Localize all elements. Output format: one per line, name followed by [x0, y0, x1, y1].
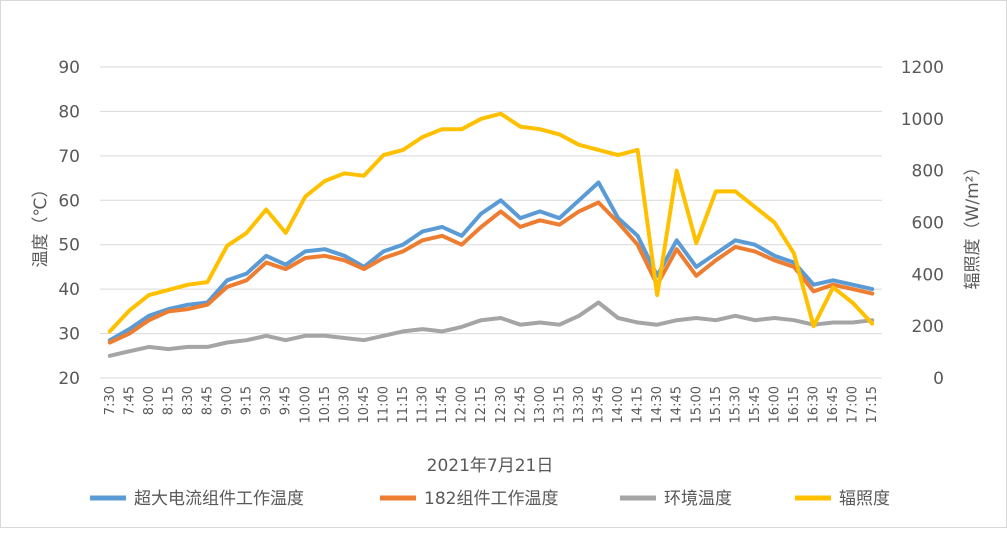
y2-tick-label: 200	[912, 317, 944, 337]
x-axis-ticks: 7:30 7:45 8:00 8:15 8:30 8:45 9:00 9:15 9:30 9:45…	[103, 386, 880, 423]
x-tick-label: 15:15	[709, 386, 724, 423]
x-tick-label: 7:30	[103, 386, 118, 415]
x-tick-label: 11:45	[435, 386, 450, 423]
x-tick-label: 10:30	[337, 386, 352, 423]
legend-label: 超大电流组件工作温度	[134, 489, 304, 509]
x-tick-label: 8:15	[161, 386, 176, 415]
x-tick-label: 10:15	[318, 386, 333, 423]
x-tick-label: 13:30	[572, 386, 587, 423]
x-tick-label: 10:45	[357, 386, 372, 423]
x-tick-label: 12:15	[474, 386, 489, 423]
x-tick-label: 16:00	[767, 386, 782, 423]
left-axis-ticks: 20 30 40 50 60 70 80 90	[58, 58, 80, 389]
x-tick-label: 16:45	[826, 386, 841, 423]
x-tick-label: 17:00	[846, 386, 861, 423]
y2-axis-label: 辐照度（W/m²）	[963, 159, 983, 290]
x-tick-label: 14:15	[631, 386, 646, 423]
y-tick-label: 30	[58, 325, 80, 345]
series-line-2	[107, 300, 875, 358]
legend-label: 辐照度	[839, 489, 890, 509]
x-tick-label: 14:00	[611, 386, 626, 423]
x-tick-label: 9:00	[220, 386, 235, 415]
x-tick-label: 9:45	[279, 386, 294, 415]
x-tick-label: 8:00	[142, 386, 157, 415]
x-axis-label: 2021年7月21日	[427, 456, 554, 476]
series-line-3	[107, 111, 875, 334]
y2-tick-label: 400	[912, 265, 944, 285]
legend-label: 182组件工作温度	[424, 489, 558, 509]
y-tick-label: 40	[58, 280, 80, 300]
y-tick-label: 70	[58, 147, 80, 167]
gridlines	[100, 66, 882, 379]
x-tick-label: 13:15	[552, 386, 567, 423]
x-tick-label: 15:00	[689, 386, 704, 423]
x-tick-label: 10:00	[298, 386, 313, 423]
x-tick-label: 16:30	[807, 386, 822, 423]
x-tick-label: 12:30	[494, 386, 509, 423]
series-line-0	[107, 180, 875, 343]
x-tick-label: 17:15	[865, 386, 880, 423]
x-tick-label: 13:00	[533, 386, 548, 423]
x-tick-label: 13:45	[592, 386, 607, 423]
x-tick-label: 15:30	[728, 386, 743, 423]
x-tick-label: 9:30	[259, 386, 274, 415]
x-tick-label: 14:45	[670, 386, 685, 423]
x-tick-label: 11:00	[376, 386, 391, 423]
x-tick-label: 7:45	[122, 386, 137, 415]
x-tick-label: 8:45	[201, 386, 216, 415]
x-tick-label: 9:15	[240, 386, 255, 415]
x-tick-label: 12:00	[455, 386, 470, 423]
y2-tick-label: 1200	[901, 58, 944, 78]
y-tick-label: 20	[58, 369, 80, 389]
y-tick-label: 60	[58, 191, 80, 211]
y2-tick-label: 600	[912, 214, 944, 234]
x-tick-label: 8:30	[181, 386, 196, 415]
x-tick-label: 16:15	[787, 386, 802, 423]
x-tick-label: 12:45	[513, 386, 528, 423]
y-tick-label: 80	[58, 102, 80, 122]
x-tick-label: 14:30	[650, 386, 665, 423]
y2-tick-label: 1000	[901, 110, 944, 130]
y2-tick-label: 800	[912, 162, 944, 182]
x-tick-label: 11:30	[416, 386, 431, 423]
y-tick-label: 90	[58, 58, 80, 78]
y-tick-label: 50	[58, 236, 80, 256]
y-axis-label: 温度（℃）	[31, 180, 51, 267]
series-lines	[107, 111, 875, 358]
legend-label: 环境温度	[664, 489, 732, 509]
right-axis-ticks: 0 200 400 600 800 1000 1200	[901, 58, 944, 389]
legend: 超大电流组件工作温度 182组件工作温度 环境温度 辐照度	[90, 489, 890, 509]
y2-tick-label: 0	[933, 369, 944, 389]
x-tick-label: 11:15	[396, 386, 411, 423]
x-tick-label: 15:45	[748, 386, 763, 423]
series-line-1	[107, 200, 875, 345]
